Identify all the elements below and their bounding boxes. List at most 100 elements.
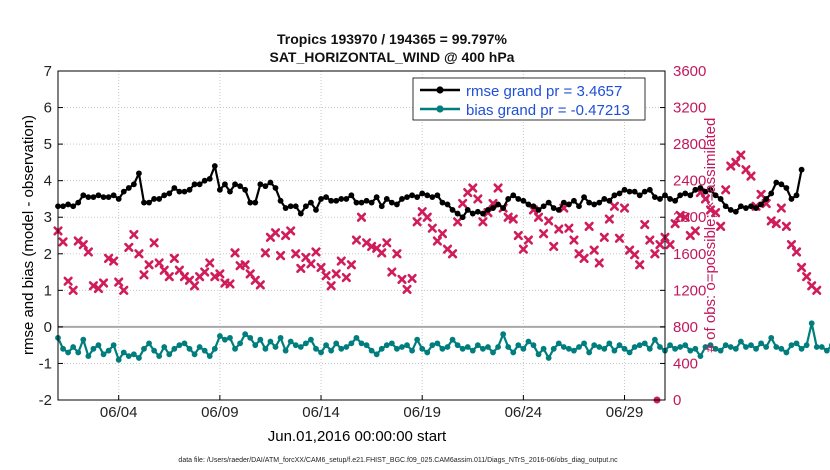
bias-point — [191, 351, 198, 358]
bias-point — [682, 342, 689, 349]
obs-assimilated-marker — [756, 189, 766, 199]
rmse-point — [237, 183, 244, 190]
obs-assimilated-marker — [392, 249, 402, 259]
obs-x-center — [258, 283, 263, 287]
rmse-point — [247, 199, 254, 206]
chart-title: Tropics 193970 / 194365 = 99.797% — [277, 31, 508, 47]
obs-assimilated-marker — [114, 277, 124, 287]
bias-point — [156, 353, 163, 360]
rmse-point — [505, 196, 512, 202]
rmse-point — [702, 188, 709, 195]
obs-x-center — [546, 219, 551, 223]
rmse-point — [252, 199, 259, 206]
bias-point — [672, 345, 679, 352]
y-left-tick-label: 4 — [44, 173, 52, 190]
bias-point — [242, 331, 249, 338]
obs-assimilated-marker — [230, 248, 240, 258]
x-tick-label: 06/04 — [100, 404, 138, 421]
bias-point — [90, 345, 97, 352]
obs-x-center — [774, 221, 779, 226]
bias-point — [211, 345, 218, 352]
rmse-point — [338, 196, 345, 202]
obs-x-center — [597, 261, 602, 265]
obs-assimilated-marker — [791, 247, 802, 257]
obs-assimilated-marker — [407, 273, 417, 284]
rmse-point — [626, 188, 633, 195]
rmse-point — [469, 210, 476, 217]
y-left-tick-label: 0 — [44, 319, 52, 336]
rmse-point — [697, 185, 704, 191]
rmse-point — [272, 185, 279, 191]
rmse-point — [302, 203, 309, 210]
bias-point — [621, 345, 628, 352]
rmse-point — [540, 203, 547, 210]
obs-x-center — [248, 272, 253, 276]
rmse-point — [631, 188, 638, 195]
rmse-point — [151, 196, 158, 202]
obs-assimilated-marker — [665, 240, 675, 250]
rmse-point — [712, 192, 719, 199]
obs-assimilated-marker — [796, 262, 807, 273]
bias-point — [758, 340, 765, 347]
obs-x-center — [142, 272, 146, 277]
bias-point — [485, 344, 491, 350]
obs-assimilated-marker — [129, 229, 139, 240]
bias-point — [166, 351, 173, 358]
obs-x-center — [440, 231, 445, 236]
y-right-tick-label: 1200 — [673, 282, 706, 299]
rmse-point — [727, 207, 734, 213]
bias-point — [333, 340, 340, 347]
rmse-point — [687, 192, 694, 199]
rmse-point — [282, 205, 289, 211]
rmse-point — [358, 199, 365, 206]
obs-x-center — [541, 231, 546, 236]
bias-point — [378, 345, 385, 352]
chart-subtitle: SAT_HORIZONTAL_WIND @ 400 hPa — [270, 49, 515, 65]
rmse-point — [439, 199, 446, 206]
bias-point — [495, 344, 501, 350]
obs-assimilated-marker — [154, 258, 164, 268]
y-right-tick-label: 800 — [673, 319, 698, 336]
obs-assimilated-marker — [635, 260, 645, 270]
bias-point — [353, 334, 360, 341]
obs-assimilated-marker — [690, 226, 700, 236]
series-bias — [55, 320, 830, 363]
obs-x-center — [329, 283, 333, 288]
bias-point — [125, 353, 132, 360]
obs-assimilated-marker — [422, 212, 432, 222]
rmse-point — [732, 208, 739, 215]
obs-assimilated-marker — [78, 240, 88, 250]
rmse-point — [115, 196, 122, 202]
obs-x-center — [344, 275, 349, 280]
obs-x-center — [384, 241, 389, 245]
rmse-point — [550, 205, 557, 211]
obs-assimilated-marker — [275, 251, 286, 261]
rmse-point — [125, 185, 132, 191]
obs-x-center — [127, 245, 131, 250]
obs-assimilated-marker — [630, 250, 640, 260]
bias-point — [763, 344, 770, 350]
rmse-point — [717, 196, 724, 202]
bias-point — [196, 344, 203, 350]
rmse-point — [368, 199, 375, 206]
obs-assimilated-marker — [58, 237, 68, 247]
bias-point — [227, 334, 233, 341]
rmse-point — [692, 186, 699, 193]
bias-point — [297, 344, 304, 350]
obs-x-center — [71, 288, 75, 293]
obs-assimilated-marker — [458, 198, 468, 209]
bias-point — [60, 345, 66, 352]
obs-assimilated-marker — [139, 270, 149, 280]
obs-x-center — [66, 279, 70, 283]
obs-assimilated-marker — [109, 256, 119, 266]
rmse-point — [682, 190, 689, 197]
bias-point — [383, 342, 390, 349]
obs-x-center — [723, 188, 728, 192]
obs-x-center — [460, 201, 465, 206]
rmse-point — [576, 203, 582, 210]
obs-x-center — [511, 217, 516, 221]
rmse-point — [232, 181, 238, 188]
obs-assimilated-marker — [604, 214, 614, 224]
y-left-tick-label: 2 — [44, 246, 52, 263]
obs-assimilated-marker — [296, 263, 306, 273]
